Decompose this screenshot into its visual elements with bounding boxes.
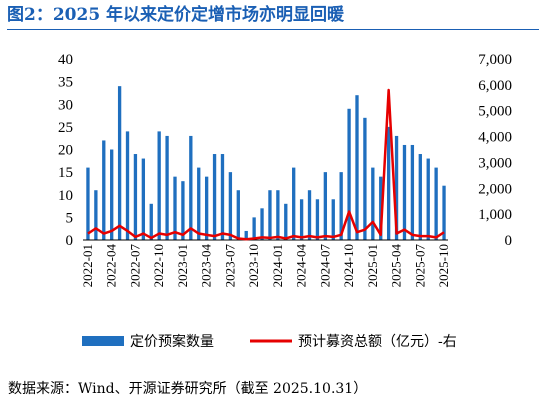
y-tick-label: 25 — [58, 120, 73, 136]
bar — [418, 154, 422, 240]
x-tick-label: 2024-04 — [294, 244, 309, 288]
bar — [204, 176, 209, 240]
y2-tick-label: 0 — [505, 233, 513, 249]
y-tick-label: 10 — [58, 188, 73, 204]
bar — [347, 108, 351, 240]
y2-tick-label: 3,000 — [478, 155, 512, 171]
fundraising-line — [87, 88, 445, 241]
x-tick-label: 2024-10 — [341, 244, 356, 287]
y2-tick-label: 1,000 — [478, 207, 512, 223]
bar — [410, 144, 415, 240]
bar — [379, 176, 383, 240]
bar — [94, 190, 98, 240]
y-tick-label: 0 — [66, 233, 74, 249]
source-note: 数据来源：Wind、开源证券研究所（截至 2025.10.31） — [8, 381, 368, 397]
bar — [141, 158, 146, 240]
left-axis-ticks: 0 5 10 15 20 25 30 35 40 — [58, 52, 73, 249]
bar — [212, 154, 217, 240]
chart-title: 图2：2025 年以来定价定增市场亦明显回暖 — [7, 5, 345, 25]
bar — [394, 135, 399, 240]
x-tick-label: 2025-07 — [412, 244, 427, 288]
bar — [339, 172, 343, 241]
bar — [228, 172, 233, 241]
y2-tick-label: 7,000 — [478, 52, 512, 68]
bar — [315, 199, 320, 240]
bar — [276, 190, 280, 240]
y2-tick-label: 6,000 — [478, 78, 512, 94]
bar — [260, 208, 264, 240]
bar — [133, 154, 138, 240]
y-tick-label: 35 — [58, 75, 73, 91]
bar — [442, 185, 446, 240]
bar — [197, 167, 201, 240]
legend-swatch-bar — [82, 336, 124, 346]
title-underline — [7, 29, 539, 30]
bar — [355, 95, 359, 240]
bar — [371, 167, 375, 240]
bar — [236, 190, 240, 240]
bar — [165, 135, 169, 240]
line-series — [87, 88, 445, 241]
bar — [244, 230, 248, 240]
y2-tick-label: 2,000 — [478, 181, 512, 197]
bar — [125, 131, 130, 240]
bar — [220, 154, 225, 240]
bar — [181, 181, 185, 240]
bar — [173, 176, 177, 240]
bar — [102, 140, 106, 240]
bar — [292, 167, 296, 240]
bar — [86, 167, 90, 240]
x-tick-label: 2023-01 — [175, 244, 190, 287]
y2-tick-label: 5,000 — [478, 104, 512, 120]
bar — [323, 172, 328, 241]
x-tick-label: 2023-07 — [222, 244, 237, 288]
bar — [426, 158, 430, 240]
bar — [149, 203, 153, 240]
bar — [189, 135, 193, 240]
legend: 定价预案数量 预计募资总额（亿元）-右 — [82, 333, 457, 350]
bar — [252, 217, 256, 241]
x-tick-label: 2025-04 — [389, 244, 404, 288]
y2-tick-label: 4,000 — [478, 130, 512, 146]
bar — [434, 167, 438, 240]
bar — [402, 144, 407, 240]
x-axis-ticks: 2022-01 2022-04 2022-07 2022-10 2023-01 2023-… — [80, 244, 451, 288]
bar — [331, 199, 335, 240]
bar — [363, 117, 367, 240]
y-tick-label: 30 — [58, 97, 73, 113]
bar — [386, 126, 391, 241]
bar — [117, 86, 122, 241]
x-tick-label: 2022-01 — [80, 244, 95, 287]
bar — [299, 199, 304, 240]
x-tick-label: 2025-10 — [436, 244, 451, 287]
y-tick-label: 15 — [58, 165, 73, 181]
x-tick-label: 2025-01 — [365, 244, 380, 287]
x-tick-label: 2022-04 — [104, 244, 119, 288]
x-tick-label: 2024-01 — [270, 244, 285, 287]
bar — [284, 203, 288, 240]
x-tick-label: 2022-07 — [127, 244, 142, 288]
bar — [307, 190, 312, 240]
right-axis-ticks: 0 1,000 2,000 3,000 4,000 5,000 6,000 7,000 — [478, 52, 512, 249]
bar — [110, 149, 114, 240]
bar — [157, 131, 161, 240]
x-tick-label: 2023-04 — [199, 244, 214, 288]
y-tick-label: 40 — [58, 52, 73, 68]
x-tick-label: 2023-10 — [246, 244, 261, 287]
bar — [268, 190, 272, 240]
x-tick-label: 2022-10 — [151, 244, 166, 287]
combo-chart: 0 5 10 15 20 25 30 35 40 0 1,000 2,000 3,000 4,000 5,… — [58, 52, 512, 350]
x-tick-label: 2024-07 — [317, 244, 332, 288]
y-tick-label: 5 — [66, 210, 74, 226]
legend-label-bar: 定价预案数量 — [130, 333, 214, 350]
bar-series — [86, 86, 446, 241]
y-tick-label: 20 — [58, 143, 73, 159]
legend-label-line: 预计募资总额（亿元）-右 — [298, 334, 457, 350]
